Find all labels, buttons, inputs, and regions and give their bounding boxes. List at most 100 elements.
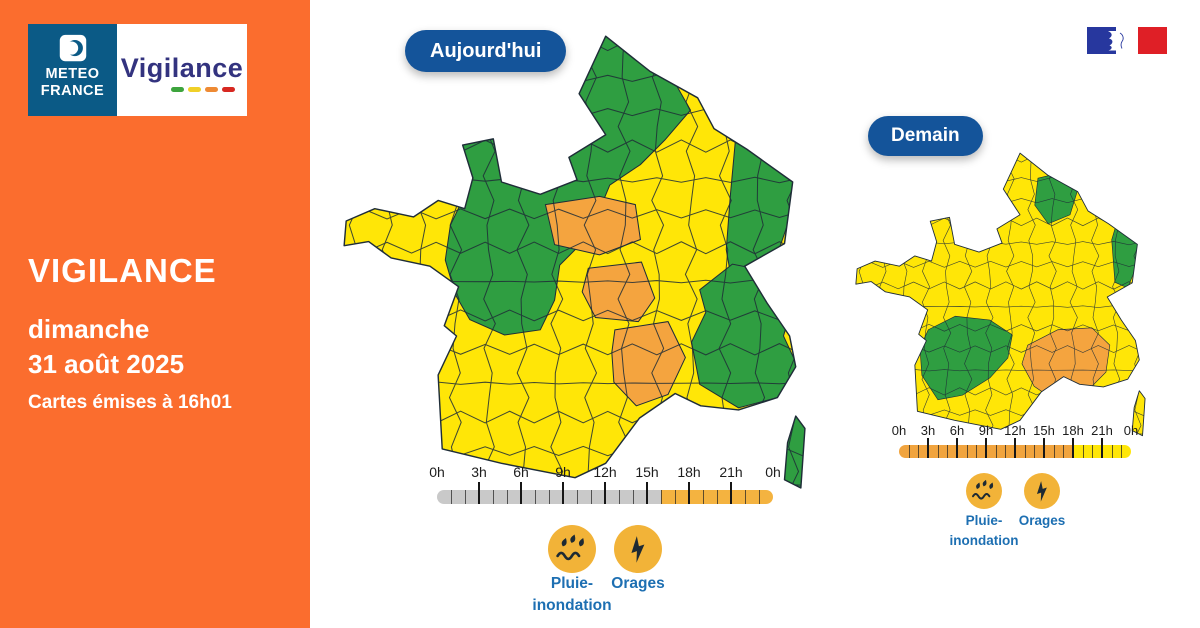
pluie-inondation-label: Pluie- inondation (532, 575, 612, 615)
tick-mark (985, 438, 987, 458)
hour-divider (966, 445, 968, 458)
coastline (783, 415, 806, 489)
hour-divider (745, 490, 746, 504)
zone-alsace (1111, 194, 1146, 289)
hour-divider (937, 445, 939, 458)
level-dash (188, 86, 201, 92)
hour-divider (1111, 445, 1113, 458)
hour-divider (465, 490, 466, 504)
meteo-france-logo: METEO FRANCE Vigilance (28, 24, 247, 116)
date-weekday: dimanche (28, 314, 150, 344)
hour-divider (451, 490, 452, 504)
hour-divider (1005, 445, 1007, 458)
badge-aujourdhui[interactable]: Aujourd'hui (405, 30, 567, 72)
tick-mark (1014, 438, 1016, 458)
tick-mark (730, 482, 732, 504)
map-today-france (343, 35, 806, 489)
tick-label: 6h (949, 423, 965, 438)
tick-mark (478, 482, 480, 504)
orages-label: Orages (611, 575, 665, 592)
marianne-silhouette (1108, 31, 1116, 51)
tick-label: 9h (555, 464, 571, 480)
hour-divider (1092, 445, 1094, 458)
hour-divider (908, 445, 910, 458)
brand-top: METEO (45, 66, 100, 82)
coastline (855, 152, 1140, 430)
vigilance-logo-panel: Vigilance (117, 24, 247, 116)
tick-label: 21h (719, 464, 743, 480)
timeline-today: 0h 3h 6h 9h 12h 15h 18h 21h 0h (429, 464, 781, 510)
france-base (855, 153, 1140, 430)
tick-label: 9h (978, 423, 994, 438)
tick-mark (927, 438, 929, 458)
orages-label-tomorrow: Orages (1018, 513, 1066, 528)
tick-mark (562, 482, 564, 504)
france-base (344, 36, 796, 478)
hour-divider (918, 445, 920, 458)
page-title: VIGILANCE (28, 252, 217, 289)
pluie-inondation-icon-tomorrow (965, 472, 1003, 515)
badge-demain[interactable]: Demain (868, 116, 983, 156)
hour-divider (1034, 445, 1036, 458)
coastline (1131, 390, 1146, 437)
tick-label: 18h (1062, 423, 1084, 438)
zone-center_a (544, 195, 642, 256)
hour-divider (493, 490, 494, 504)
pluie-inondation-label-tomorrow: Pluie- inondation (949, 513, 1019, 548)
hour-divider (1121, 445, 1123, 458)
timeline-tomorrow: 0h 3h 6h 9h 12h 15h 18h 21h 0h (892, 423, 1138, 463)
hour-divider (947, 445, 949, 458)
tick-label: 21h (1091, 423, 1113, 438)
hour-divider (1053, 445, 1055, 458)
zone-southeast (1021, 327, 1111, 401)
hour-divider (703, 490, 704, 504)
issued-time: Cartes émises à 16h01 (28, 392, 232, 413)
hour-divider (619, 490, 620, 504)
orages-icon-tomorrow (1023, 472, 1061, 515)
tick-label: 0h (891, 423, 907, 438)
hour-divider (1082, 445, 1084, 458)
level-dash (171, 86, 184, 92)
vigilance-wordmark: Vigilance (120, 52, 244, 83)
zone-center_c (611, 321, 686, 407)
hour-divider (661, 490, 662, 504)
level-dash (205, 86, 218, 92)
tick-label: 12h (1004, 423, 1026, 438)
tick-label: 15h (1033, 423, 1055, 438)
tick-label: 0h (1123, 423, 1139, 438)
hour-divider (995, 445, 997, 458)
tick-mark (1043, 438, 1045, 458)
tick-mark (1101, 438, 1103, 458)
tick-mark (688, 482, 690, 504)
tick-label: 15h (635, 464, 659, 480)
hour-divider (717, 490, 718, 504)
hour-divider (535, 490, 536, 504)
zone-southwest (919, 315, 1013, 401)
zone-center_b (581, 261, 656, 323)
tick-label: 3h (471, 464, 487, 480)
tick-mark (604, 482, 606, 504)
tick-mark (520, 482, 522, 504)
hour-divider (591, 490, 592, 504)
meteo-france-icon (59, 34, 86, 62)
hour-divider (675, 490, 676, 504)
zone-alps (690, 263, 799, 409)
hour-divider (633, 490, 634, 504)
tick-label: 0h (765, 464, 781, 480)
tick-label: 12h (593, 464, 617, 480)
tick-label: 18h (677, 464, 701, 480)
coastline (343, 35, 797, 479)
hour-divider (1024, 445, 1026, 458)
hour-divider (577, 490, 578, 504)
tick-label: 3h (920, 423, 936, 438)
hour-divider (976, 445, 978, 458)
tick-mark (1072, 438, 1074, 458)
republique-francaise-logo (1087, 27, 1167, 54)
meteo-france-mark: METEO FRANCE (28, 24, 117, 116)
tick-mark (646, 482, 648, 504)
map-tomorrow-france (855, 152, 1146, 437)
date-full: 31 août 2025 (28, 349, 185, 379)
tick-mark (956, 438, 958, 458)
sidebar: METEO FRANCE Vigilance VIGILANCE dimanch… (0, 0, 310, 628)
